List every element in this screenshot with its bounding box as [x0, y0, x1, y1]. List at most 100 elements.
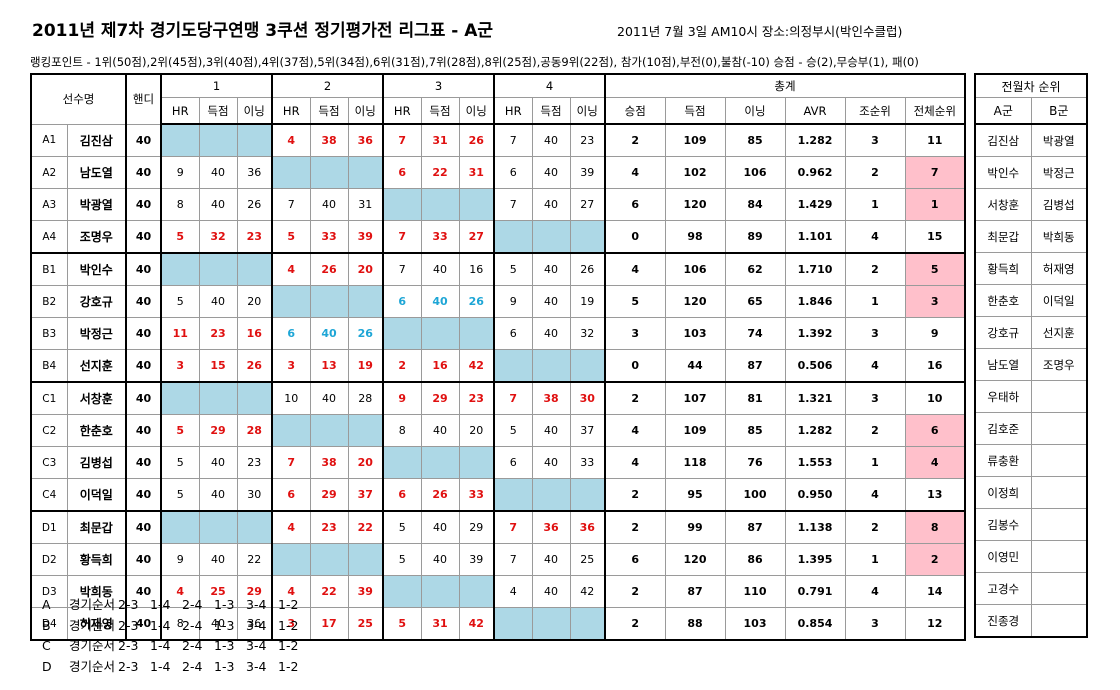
- match-points-cell: 2: [604, 478, 666, 512]
- group-a-player: 이영민: [974, 540, 1032, 573]
- innings-cell: 39: [569, 156, 606, 189]
- previous-ranking-row: 류충환: [974, 444, 1088, 477]
- match-points-cell: 4: [604, 414, 666, 447]
- player-code: B2: [30, 285, 68, 318]
- score-cell: 33: [420, 220, 460, 254]
- match-points-cell: 2: [604, 607, 666, 641]
- high-run-cell: 5: [493, 252, 533, 286]
- average-cell: 1.846: [784, 285, 846, 318]
- average-cell: 1.321: [784, 381, 846, 415]
- high-run-cell: 6: [271, 317, 311, 350]
- innings-cell: 27: [458, 220, 495, 254]
- match-points-header: 승점: [604, 97, 666, 125]
- group-a-header: A군: [974, 97, 1032, 125]
- score-cell: 40: [420, 285, 460, 318]
- match-pair: 1-4: [150, 638, 171, 653]
- blank-cell: [236, 381, 273, 415]
- innings-cell: 42: [569, 575, 606, 608]
- score-cell: 40: [198, 543, 238, 576]
- high-run-cell: 7: [271, 188, 311, 221]
- group-rank-cell: 2: [844, 414, 906, 447]
- score-cell: 40: [531, 285, 571, 318]
- high-run-cell: 5: [160, 478, 200, 512]
- player-code: B4: [30, 349, 68, 383]
- high-run-cell: 9: [160, 156, 200, 189]
- player-code: A1: [30, 123, 68, 157]
- blank-cell: [420, 575, 460, 608]
- player-code: D3: [30, 575, 68, 608]
- table-row: C3 김병섭 40 5 40 23 7 38 20 6 40 33 4 118 76 1.553 1 4: [30, 446, 966, 479]
- round-4-innings-header: 이닝: [569, 97, 606, 125]
- total-innings-cell: 106: [724, 156, 786, 189]
- total-points-cell: 109: [664, 414, 726, 447]
- innings-cell: 39: [347, 220, 384, 254]
- round-1-hr-header: HR: [160, 97, 200, 125]
- match-pair: 2-4: [182, 617, 203, 633]
- player-name: 서창훈: [66, 381, 127, 415]
- round-3-hr-header: HR: [382, 97, 422, 125]
- match-points-cell: 6: [604, 188, 666, 221]
- ranking-points-note: 랭킹포인트 - 1위(50점),2위(45점),3위(40점),4위(37점),…: [30, 55, 919, 69]
- blank-cell: [160, 510, 200, 544]
- innings-cell: 27: [569, 188, 606, 221]
- innings-cell: 23: [236, 446, 273, 479]
- round-2-header: 2: [271, 73, 384, 98]
- group-a-player: 고경수: [974, 572, 1032, 605]
- total-innings-cell: 85: [724, 123, 786, 157]
- blank-cell: [236, 252, 273, 286]
- player-name: 한춘호: [66, 414, 127, 447]
- group-b-player: 박정근: [1030, 156, 1088, 189]
- match-pair: 2-3: [118, 638, 139, 653]
- group-rank-cell: 3: [844, 317, 906, 350]
- total-innings-cell: 86: [724, 543, 786, 576]
- high-run-cell: 4: [271, 123, 311, 157]
- high-run-cell: 5: [160, 220, 200, 254]
- innings-cell: 26: [569, 252, 606, 286]
- innings-cell: 26: [458, 285, 495, 318]
- innings-cell: 36: [236, 156, 273, 189]
- high-run-cell: 6: [493, 317, 533, 350]
- high-run-cell: 7: [493, 510, 533, 544]
- high-run-cell: 5: [271, 220, 311, 254]
- handicap-value: 40: [125, 446, 162, 479]
- high-run-cell: 2: [382, 349, 422, 383]
- blank-cell: [309, 543, 349, 576]
- total-innings-cell: 89: [724, 220, 786, 254]
- blank-cell: [569, 220, 606, 254]
- group-rank-cell: 2: [844, 156, 906, 189]
- high-run-cell: 9: [382, 381, 422, 415]
- overall-rank-cell: 5: [904, 252, 966, 286]
- handicap-value: 40: [125, 220, 162, 254]
- average-cell: 1.553: [784, 446, 846, 479]
- group-rank-cell: 4: [844, 478, 906, 512]
- innings-cell: 30: [569, 381, 606, 415]
- score-cell: 25: [198, 575, 238, 608]
- group-a-player: 최문갑: [974, 220, 1032, 253]
- previous-ranking-row: 박인수 박정근: [974, 156, 1088, 189]
- previous-ranking-row: 최문갑 박희동: [974, 220, 1088, 253]
- blank-cell: [420, 188, 460, 221]
- match-points-cell: 4: [604, 446, 666, 479]
- score-cell: 23: [198, 317, 238, 350]
- blank-cell: [271, 156, 311, 189]
- blank-cell: [531, 349, 571, 383]
- average-cell: 1.282: [784, 123, 846, 157]
- round-3-innings-header: 이닝: [458, 97, 495, 125]
- innings-cell: 39: [458, 543, 495, 576]
- innings-cell: 20: [458, 414, 495, 447]
- blank-cell: [347, 156, 384, 189]
- handicap-value: 40: [125, 252, 162, 286]
- overall-rank-cell: 8: [904, 510, 966, 544]
- average-cell: 1.101: [784, 220, 846, 254]
- handicap-value: 40: [125, 543, 162, 576]
- overall-rank-cell: 4: [904, 446, 966, 479]
- high-run-cell: 8: [382, 414, 422, 447]
- overall-rank-cell: 13: [904, 478, 966, 512]
- score-cell: 40: [309, 317, 349, 350]
- match-pair: 1-2: [278, 617, 299, 633]
- innings-cell: 19: [347, 349, 384, 383]
- round-2-points-header: 득점: [309, 97, 349, 125]
- group-rank-cell: 1: [844, 543, 906, 576]
- match-pair: 3-4: [246, 658, 267, 674]
- group-a-player: 이정희: [974, 476, 1032, 509]
